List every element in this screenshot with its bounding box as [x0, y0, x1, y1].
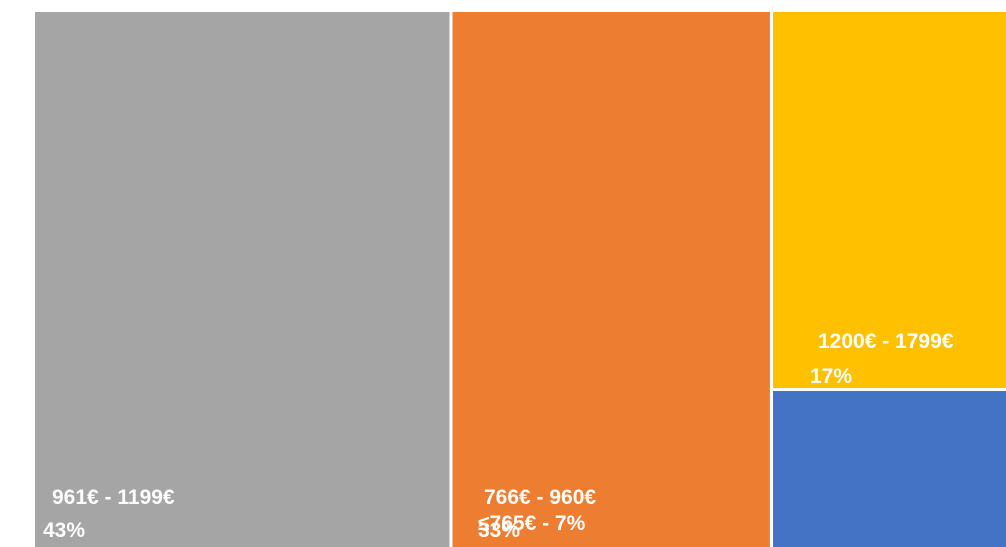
tile-766-960 — [452, 12, 770, 547]
tile-961-1199 — [35, 12, 450, 547]
tile-1200-1799 — [773, 12, 1006, 388]
tile-961-1199-percent-label: 43% — [43, 519, 85, 542]
tile-766-960-percent-label: 33% — [478, 519, 520, 542]
tile-1200-1799-percent-label: 17% — [810, 365, 852, 388]
tile-765-or-less — [773, 391, 1006, 547]
tile-1200-1799-range-label: 1200€ - 1799€ — [818, 330, 954, 353]
tile-765-or-less-label: ≤765€ - 7% — [478, 512, 586, 535]
tile-961-1199-range-label: 961€ - 1199€ — [52, 486, 175, 509]
tile-766-960-range-label: 766€ - 960€ — [484, 486, 596, 509]
